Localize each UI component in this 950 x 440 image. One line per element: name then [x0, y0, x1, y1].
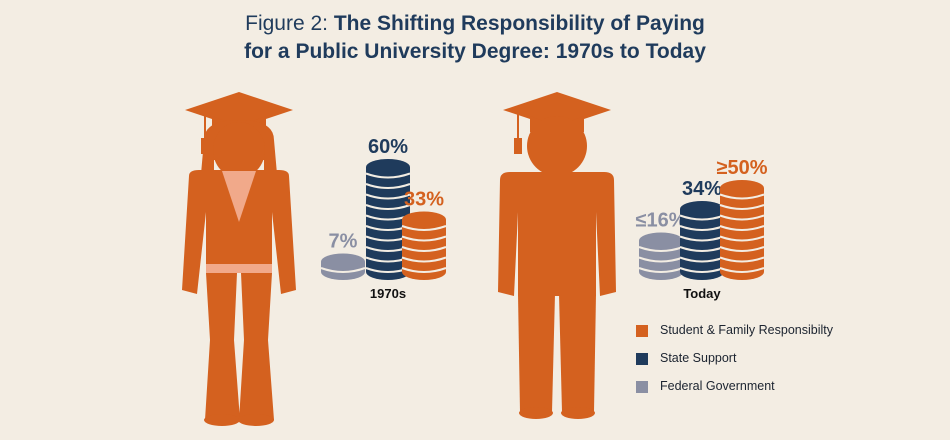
coin-line: [719, 267, 765, 273]
left-leg: [205, 273, 240, 420]
right-foot-today: [561, 407, 595, 419]
coin-line: [719, 193, 765, 200]
coin-stack-1970s-0: 7%: [320, 231, 366, 280]
right-leg: [239, 273, 274, 420]
graduate-today-figure: [498, 92, 616, 419]
coin-line: [401, 256, 447, 263]
coin-line: [365, 183, 411, 189]
coin-top: [366, 159, 410, 175]
left-leg-today: [518, 294, 555, 412]
coin-line: [719, 225, 765, 231]
coin-line: [401, 225, 447, 231]
right-foot: [238, 414, 274, 426]
coin-stack-today-1: 34%: [679, 178, 725, 280]
data-label-1970s-2: 33%: [404, 189, 444, 211]
head: [213, 122, 265, 178]
legend-swatch-student-family: [636, 325, 648, 337]
data-label-1970s-1: 60%: [368, 136, 408, 158]
head-today: [527, 116, 587, 176]
shirt-collar: [222, 171, 256, 222]
coin-line: [365, 172, 411, 179]
coin-line: [719, 235, 765, 242]
coin-stack-1970s-1: 60%: [365, 136, 411, 280]
legend: Student & Family Responsibilty State Sup…: [636, 322, 836, 406]
coin-top: [402, 211, 446, 228]
legend-swatch-state: [636, 353, 648, 365]
coin-line: [401, 246, 447, 252]
coin-line: [320, 267, 366, 273]
cap-tassel-today: [514, 138, 522, 154]
coin-top: [639, 232, 683, 249]
legend-label-federal: Federal Government: [660, 379, 775, 393]
title-line-2: for a Public University Degree: 1970s to…: [244, 40, 706, 63]
legend-item-federal: Federal Government: [636, 378, 836, 394]
coin-line: [719, 214, 765, 221]
coin-line: [365, 193, 411, 200]
coin-line: [365, 204, 411, 210]
torso: [182, 170, 296, 294]
left-foot: [204, 414, 240, 426]
category-label-today: Today: [683, 286, 721, 301]
right-leg-today: [559, 294, 596, 412]
coin-line: [401, 235, 447, 242]
coin-line: [401, 267, 447, 273]
coin-line: [719, 246, 765, 252]
coin-line: [638, 256, 684, 263]
data-label-today-1: 34%: [682, 178, 722, 200]
coin-stack-1970s-2: 33%: [401, 189, 447, 280]
coin-stacks: 7% 60% 33% 1970s ≤16% 34%≥50% Today: [320, 136, 768, 301]
coin-stack-today-2: ≥50%: [716, 157, 768, 280]
torso-today: [498, 172, 616, 296]
belt: [206, 264, 272, 273]
data-label-today-2: ≥50%: [716, 157, 767, 179]
legend-label-student-family: Student & Family Responsibilty: [660, 323, 833, 337]
legend-item-state: State Support: [636, 350, 836, 366]
coin-line: [638, 246, 684, 252]
coin-line: [719, 256, 765, 263]
coin-line: [638, 267, 684, 273]
data-label-1970s-0: 7%: [329, 231, 358, 253]
graduate-1970s-figure: [182, 92, 296, 426]
title-prefix: Figure 2:: [245, 12, 328, 35]
title-line-1: The Shifting Responsibility of Paying: [333, 12, 705, 35]
coin-top: [720, 180, 764, 196]
legend-swatch-federal: [636, 381, 648, 393]
data-label-today-0: ≤16%: [635, 210, 686, 232]
coin-line: [719, 204, 765, 210]
left-foot-today: [519, 407, 553, 419]
chart-title: Figure 2: The Shifting Responsibility of…: [0, 10, 950, 66]
coin-top: [321, 253, 365, 270]
category-label-1970s: 1970s: [370, 286, 406, 301]
legend-item-student-family: Student & Family Responsibilty: [636, 322, 836, 338]
legend-label-state: State Support: [660, 351, 737, 365]
coin-stack-today-0: ≤16%: [635, 210, 687, 280]
coin-top: [680, 201, 724, 217]
